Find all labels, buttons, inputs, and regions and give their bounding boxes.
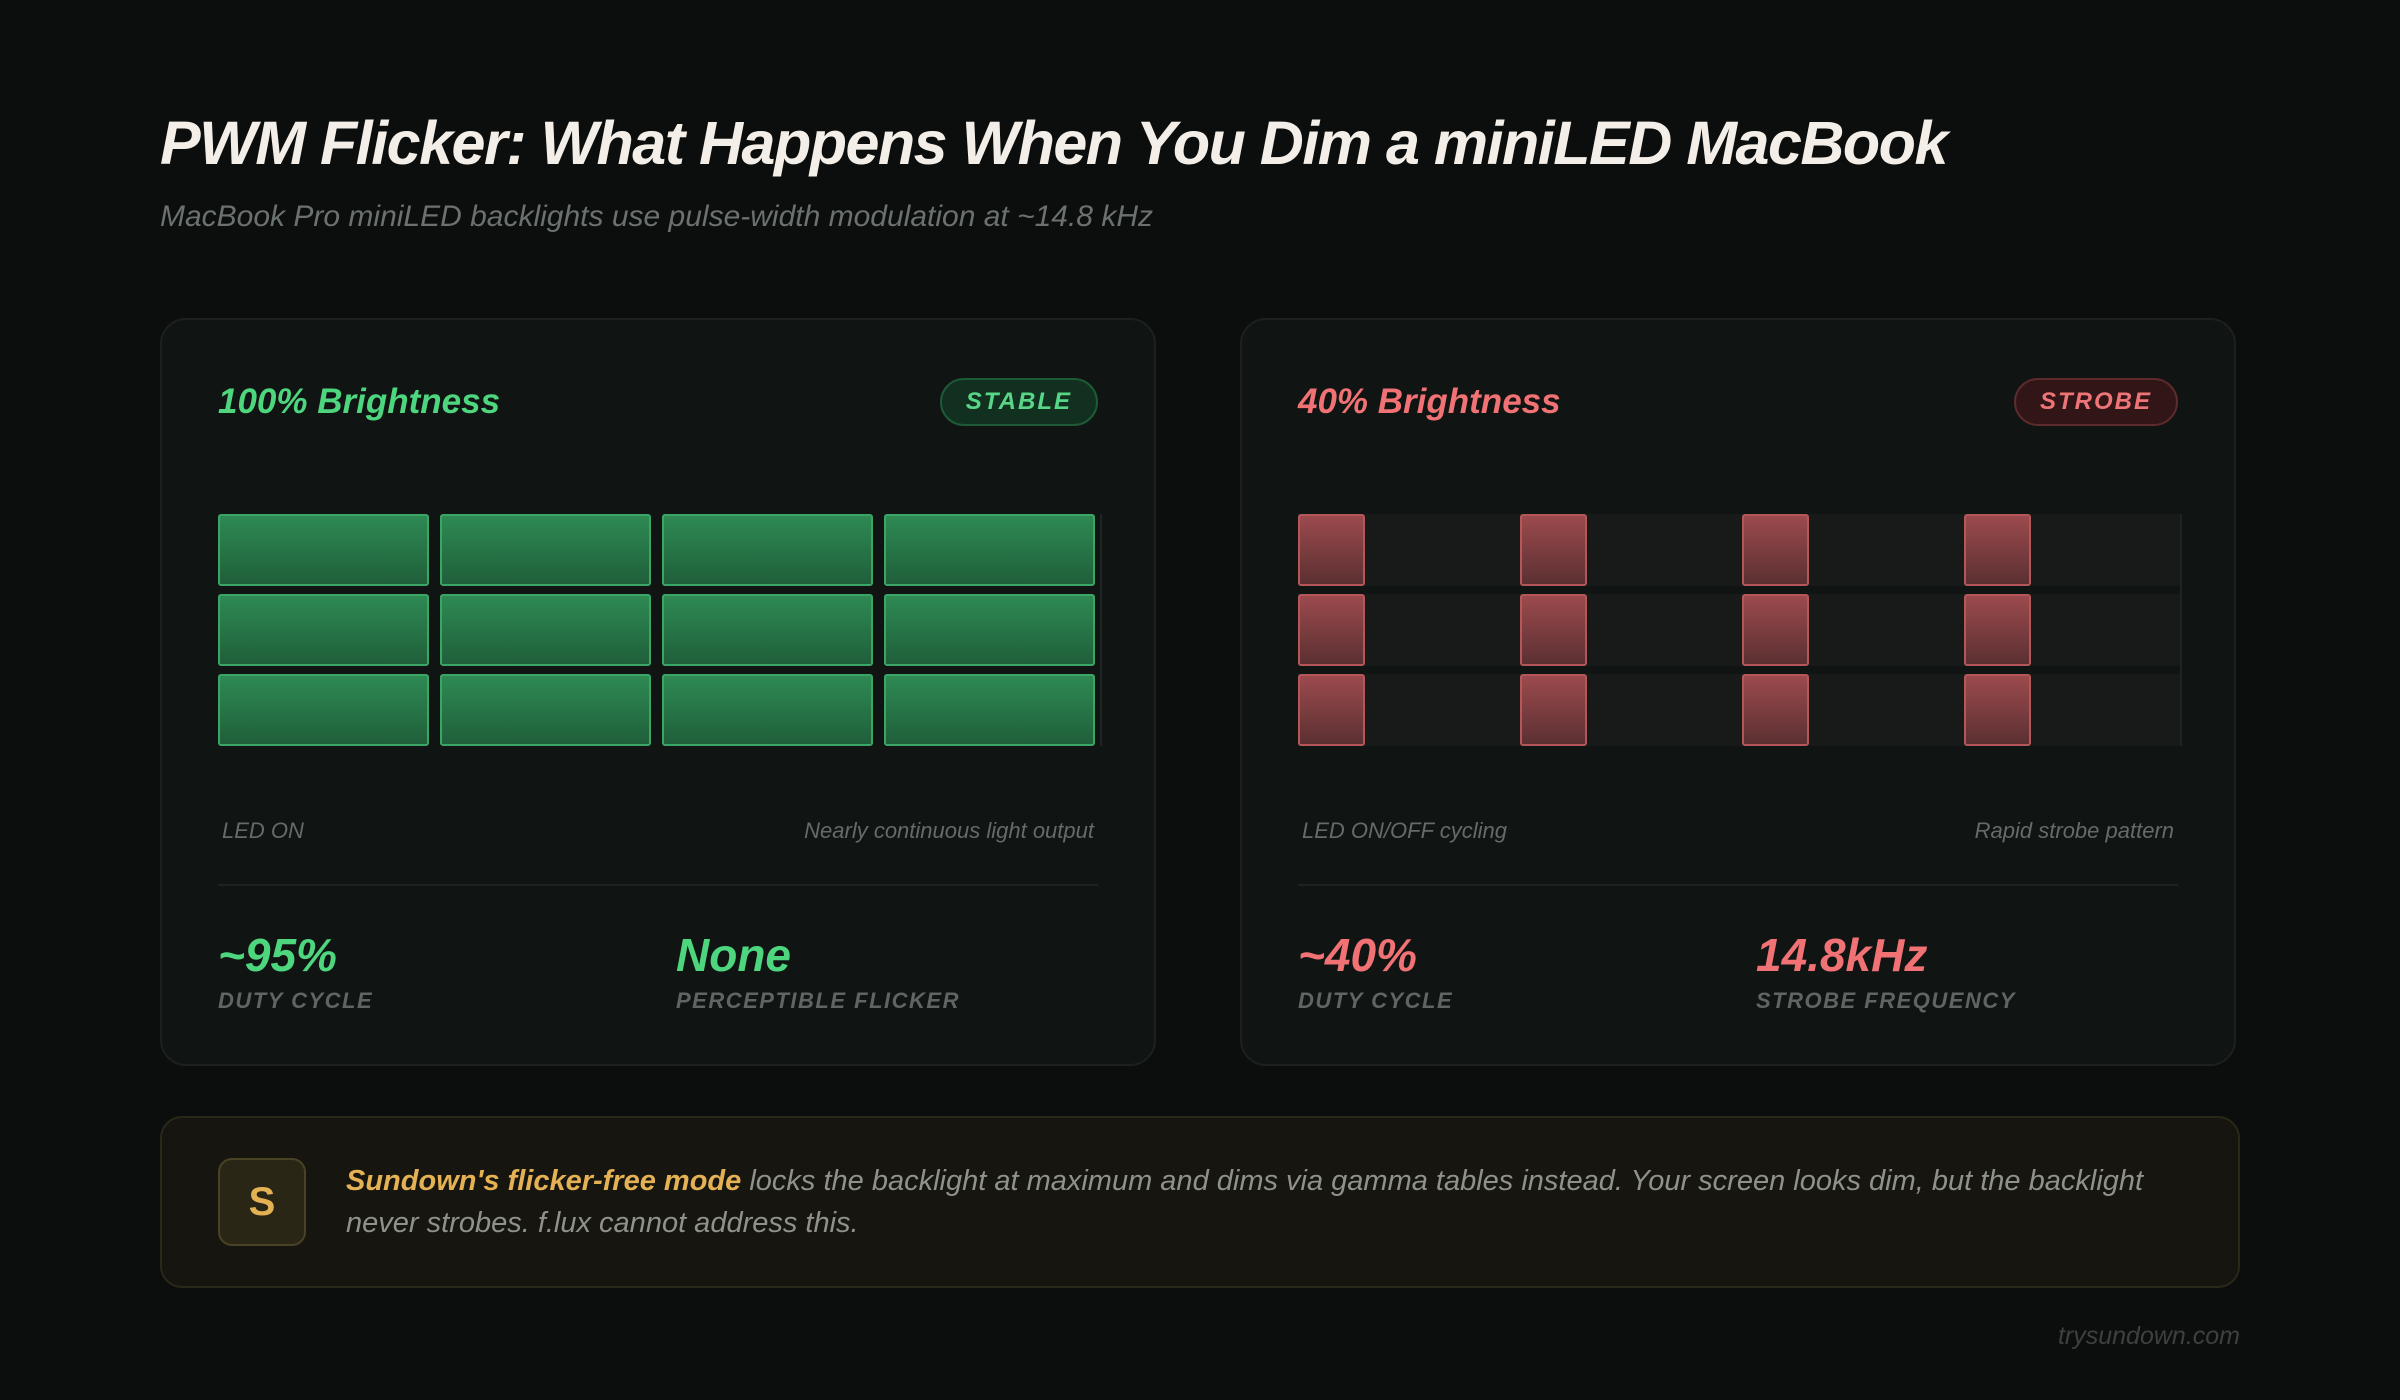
stat-label: PERCEPTIBLE FLICKER [676,988,960,1013]
led-on-pulse [1964,674,2031,746]
stat-value: ~40% [1298,929,1417,981]
sundown-callout: S Sundown's flicker-free mode locks the … [160,1116,2240,1288]
page-title: PWM Flicker: What Happens When You Dim a… [160,109,1948,177]
caption-strobe: Rapid strobe pattern [1974,818,2174,843]
strobe-badge: STROBE [2013,378,2178,426]
callout-text: Sundown's flicker-free mode locks the ba… [346,1160,2176,1244]
pwm-lane [218,514,1102,586]
pwm-lane [1298,674,2182,746]
footer-site-link[interactable]: trysundown.com [2057,1322,2240,1350]
led-on-pulse [884,594,1095,666]
pwm-lane [218,594,1102,666]
stat-label: DUTY CYCLE [1298,988,1454,1013]
brightness-40-card: 40% Brightness STROBE LED ON/OFF cycling… [1240,318,2236,1066]
callout-highlight: Sundown's flicker-free mode [346,1165,742,1197]
page-subtitle: MacBook Pro miniLED backlights use pulse… [160,200,1153,233]
stat-value: None [676,929,791,981]
sundown-logo-icon: S [218,1158,306,1246]
stat-label: STROBE FREQUENCY [1756,988,2016,1013]
pwm-lane [218,674,1102,746]
card-heading: 100% Brightness [218,382,501,421]
led-on-pulse [1298,594,1365,666]
led-on-pulse [884,674,1095,746]
divider [1298,884,2178,886]
stat-label: DUTY CYCLE [218,988,374,1013]
callout-body: locks the backlight at maximum and dims … [346,1165,2144,1239]
led-on-pulse [1520,594,1587,666]
led-on-pulse [1742,594,1809,666]
waveform-edge [1100,514,1102,746]
led-on-pulse [218,514,429,586]
stable-badge: STABLE [939,378,1098,426]
caption-led-on: LED ON [222,818,304,843]
led-on-pulse [218,674,429,746]
strobe-frequency-stat: 14.8kHz STROBE FREQUENCY [1756,928,2016,1014]
led-on-pulse [1964,514,2031,586]
led-on-pulse [1520,514,1587,586]
pwm-waveform-steady [218,514,1102,746]
stat-value: ~95% [218,929,337,981]
brightness-100-card: 100% Brightness STABLE LED ON Nearly con… [160,318,1156,1066]
led-on-pulse [662,594,873,666]
led-on-pulse [1298,674,1365,746]
card-heading: 40% Brightness [1298,382,1561,421]
stat-value: 14.8kHz [1756,929,1928,981]
led-on-pulse [1520,674,1587,746]
led-on-pulse [440,514,651,586]
led-on-pulse [440,594,651,666]
pwm-waveform-strobe [1298,514,2182,746]
divider [218,884,1098,886]
flicker-stat: None PERCEPTIBLE FLICKER [676,928,960,1014]
led-on-pulse [218,594,429,666]
led-on-pulse [1742,514,1809,586]
led-on-pulse [1298,514,1365,586]
led-on-pulse [440,674,651,746]
pwm-lane [1298,594,2182,666]
duty-cycle-stat: ~40% DUTY CYCLE [1298,928,1453,1014]
led-on-pulse [662,514,873,586]
led-on-pulse [1742,674,1809,746]
caption-led-cycling: LED ON/OFF cycling [1302,818,1507,843]
waveform-edge [2180,514,2182,746]
pwm-lane [1298,514,2182,586]
led-on-pulse [662,674,873,746]
duty-cycle-stat: ~95% DUTY CYCLE [218,928,373,1014]
led-on-pulse [1964,594,2031,666]
caption-continuous: Nearly continuous light output [804,818,1094,843]
led-on-pulse [884,514,1095,586]
